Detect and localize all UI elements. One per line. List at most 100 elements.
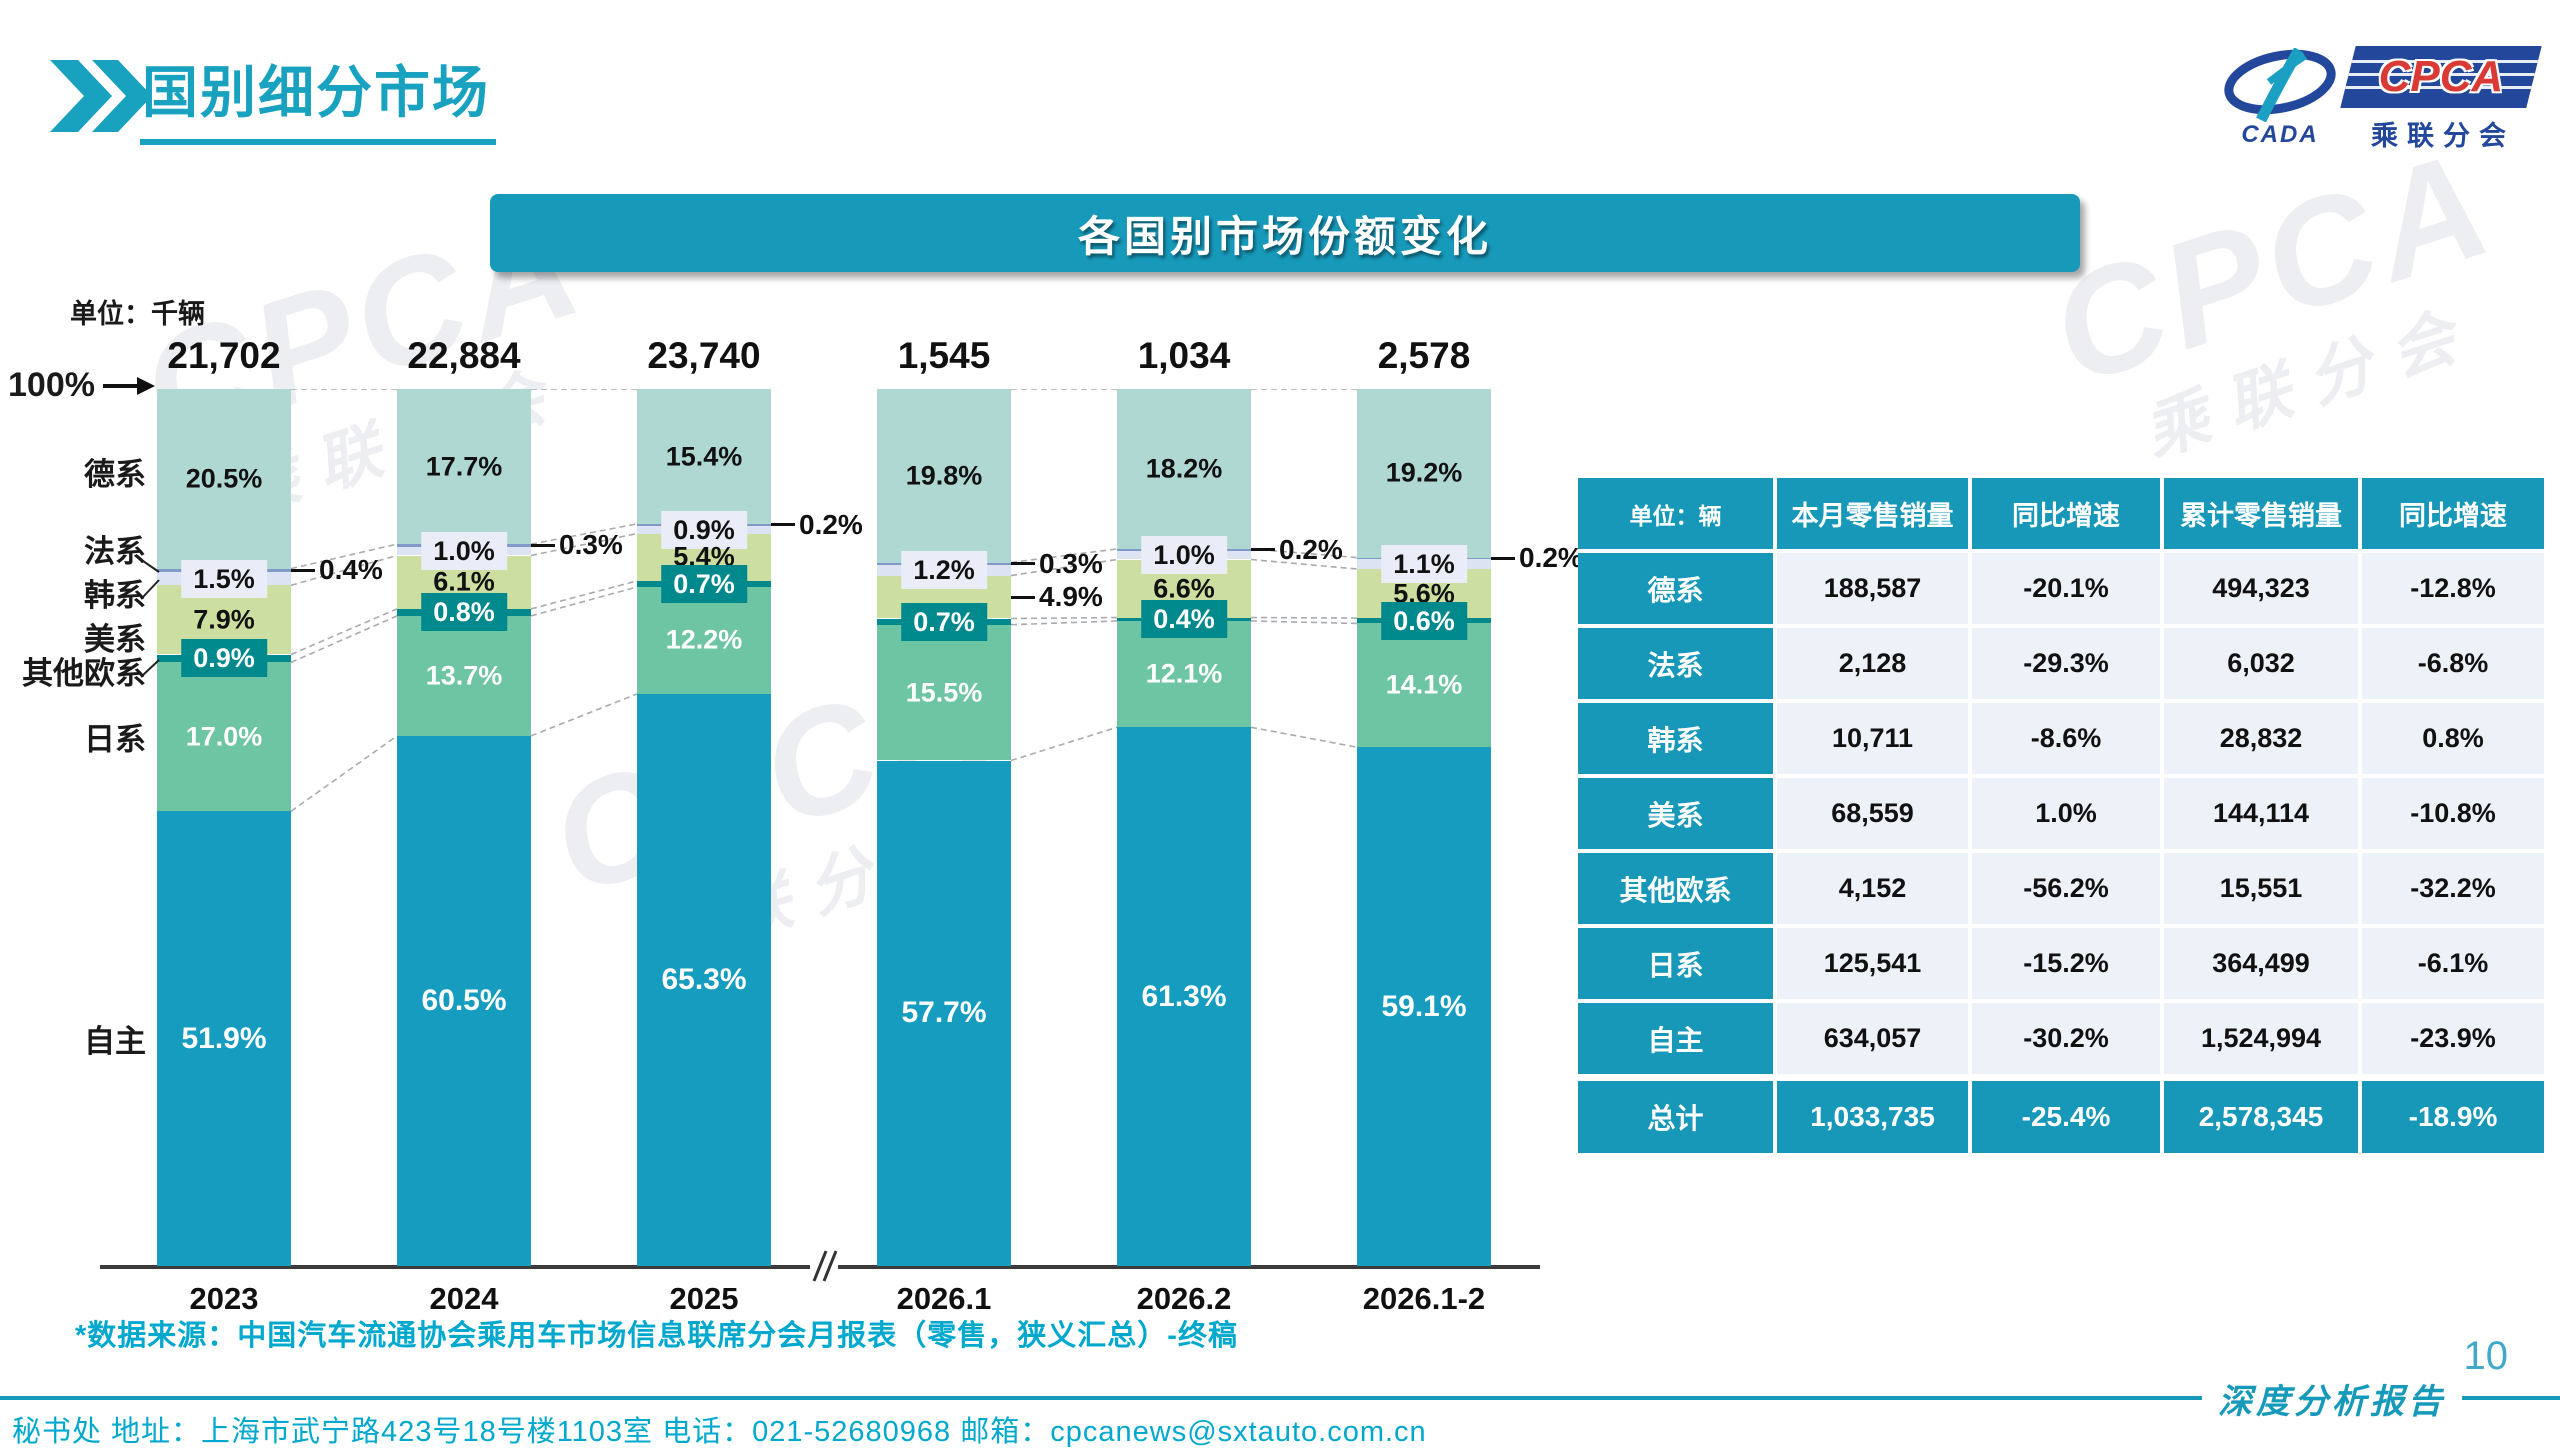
table-column-header: 同比增速 (1972, 478, 2160, 549)
segment-value-label: 51.9% (181, 1021, 267, 1055)
segment-value-label: 60.5% (421, 984, 507, 1017)
bar-segment (157, 389, 291, 569)
segment-value-label: 20.5% (185, 463, 263, 494)
table-total-cell: -18.9% (2362, 1081, 2544, 1153)
country-sales-table: 单位：辆 本月零售销量 同比增速 累计零售销量 同比增速 德系 188,587 -20.1% 4… (1578, 478, 2544, 1153)
cada-logo: CADA (2220, 47, 2340, 149)
segment-outside-label: 0.4% (291, 554, 383, 586)
segment-value-label: 14.1% (1385, 669, 1463, 700)
segment-value-label: 0.8% (421, 593, 507, 632)
bar-total: 23,740 (647, 335, 761, 376)
segment-outside-label: 0.2% (771, 509, 863, 541)
bar-segment (877, 624, 1011, 761)
bar-total: 21,702 (167, 335, 281, 376)
bar-segment (637, 693, 771, 1266)
table-cell: 15,551 (2164, 853, 2358, 924)
segment-value-label: 1.0% (1141, 536, 1227, 575)
table-cell: -56.2% (1972, 853, 2160, 924)
legend-item: 韩系 (84, 578, 146, 613)
segment-value-label: 18.2% (1145, 453, 1223, 484)
hundred-percent-label: 100% (8, 366, 95, 404)
table-total-cell: -25.4% (1972, 1081, 2160, 1153)
segment-value-label: 61.3% (1141, 979, 1227, 1013)
segment-value-label: 57.7% (901, 996, 987, 1030)
segment-outside-label: 0.3% (1011, 548, 1103, 580)
segment-outside-label: 4.9% (1011, 581, 1103, 613)
axis-category-label: 2026.2 (1136, 1281, 1232, 1316)
label-dash (771, 523, 795, 527)
table-cell: -12.8% (2362, 553, 2544, 624)
segment-value-label: 59.1% (1381, 989, 1467, 1023)
segment-value-label: 0.7% (901, 602, 987, 641)
bar-segment (157, 662, 291, 812)
segment-value-label: 0.6% (1381, 601, 1467, 640)
table-row-label: 韩系 (1578, 703, 1773, 774)
table-row-label: 美系 (1578, 778, 1773, 849)
table-cell: 4,152 (1777, 853, 1968, 924)
axis-category-label: 2023 (189, 1281, 259, 1316)
segment-value-label: 0.3% (559, 529, 623, 561)
bar-total: 1,034 (1137, 335, 1231, 376)
banner-title: 各国别市场份额变化 (1077, 212, 1492, 260)
right-arrow-icon (102, 376, 155, 395)
segment-value-label: 0.2% (799, 508, 863, 540)
segment-value-label: 17.0% (185, 721, 263, 752)
axis-category-label: 2024 (429, 1281, 499, 1316)
segment-value-label: 19.8% (905, 460, 983, 491)
table-row-label: 日系 (1578, 928, 1773, 999)
segment-value-label: 12.1% (1145, 658, 1223, 689)
table-cell: -23.9% (2362, 1003, 2544, 1074)
table-cell: 0.8% (2362, 703, 2544, 774)
table-cell: 10,711 (1777, 703, 1968, 774)
bar-segment (397, 615, 531, 736)
bar-segment (397, 735, 531, 1266)
table-column-header: 本月零售销量 (1777, 478, 1968, 549)
segment-value-label: 0.3% (1039, 547, 1103, 579)
segment-value-label: 0.7% (661, 564, 747, 603)
watermark: CPCA 乘联分会 (2032, 117, 2512, 470)
table-column-header: 累计零售销量 (2164, 478, 2358, 549)
bar-segment (157, 811, 291, 1266)
segment-outside-label: 0.2% (1251, 534, 1343, 566)
logo-subtitle: 乘联分会 (2371, 121, 2515, 151)
table-cell: 634,057 (1777, 1003, 1968, 1074)
segment-outside-label: 0.2% (1491, 542, 1583, 574)
bar-segment (877, 760, 1011, 1266)
table-cell: -6.8% (2362, 628, 2544, 699)
segment-value-label: 0.2% (1519, 542, 1583, 574)
cpca-wordmark: CPCA (2378, 52, 2504, 101)
bar-segment (1117, 389, 1251, 549)
section-banner: 各国别市场份额变化 (490, 194, 2080, 272)
bar-segment (1357, 623, 1491, 748)
legend-item: 其他欧系 (22, 656, 146, 691)
cpca-logo: CADA CPCA 乘联分会 (2220, 40, 2542, 160)
table-cell: -29.3% (1972, 628, 2160, 699)
table-cell: 144,114 (2164, 778, 2358, 849)
segment-value-label: 7.9% (193, 604, 255, 635)
footer-contact: 秘书处 地址：上海市武宁路423号18号楼1103室 电话：021-526809… (12, 1416, 1427, 1448)
bar-total: 1,545 (897, 335, 991, 376)
table-cell: -15.2% (1972, 928, 2160, 999)
table-cell: -32.2% (2362, 853, 2544, 924)
table-cell: 68,559 (1777, 778, 1968, 849)
segment-outside-label: 0.3% (531, 529, 623, 561)
label-dash (1011, 595, 1035, 599)
label-dash (1251, 548, 1275, 552)
legend-item: 日系 (84, 722, 146, 757)
segment-value-label: 13.7% (425, 660, 503, 691)
table-cell: -6.1% (2362, 928, 2544, 999)
bar-segment (1117, 727, 1251, 1266)
bar-segment (1357, 389, 1491, 558)
table-row-label: 自主 (1578, 1003, 1773, 1074)
table-cell: 125,541 (1777, 928, 1968, 999)
segment-connector-lines (290, 389, 1358, 812)
table-cell: 1,524,994 (2164, 1003, 2358, 1074)
segment-value-label: 6.1% (433, 566, 495, 597)
segment-value-label: 1.5% (181, 559, 267, 598)
table-column-header: 同比增速 (2362, 478, 2544, 549)
table-cell: 2,128 (1777, 628, 1968, 699)
table-cell: -10.8% (2362, 778, 2544, 849)
segment-value-label: 12.2% (665, 624, 743, 655)
table-row-label: 法系 (1578, 628, 1773, 699)
page-number: 10 (2463, 1334, 2509, 1378)
